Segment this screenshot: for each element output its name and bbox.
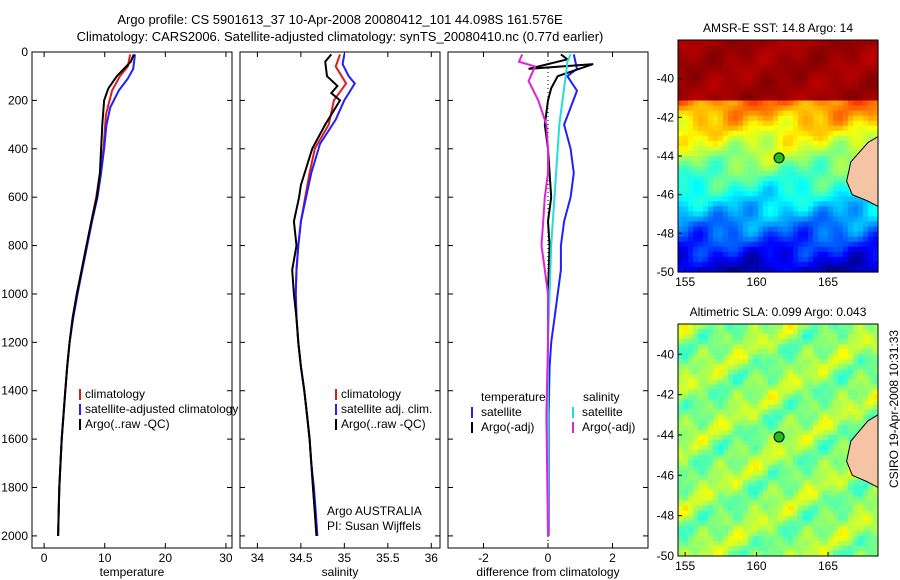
- temperature-plot-frame: [31, 51, 233, 549]
- page-subtitle: Climatology: CARS2006. Satellite-adjuste…: [76, 29, 604, 44]
- salinity-series-argo-raw-qc-: [291, 53, 342, 536]
- temperature-ytick-label: 200: [8, 93, 28, 107]
- temperature-ytick-label: 1200: [1, 335, 28, 349]
- diff-legend-header-temperature: temperature: [481, 390, 546, 404]
- temperature-legend-label: Argo(..raw -QC): [85, 417, 170, 431]
- temperature-ytick-label: 1000: [1, 287, 28, 301]
- temperature-xtick-label: 20: [159, 551, 173, 565]
- sla-map-argo-marker: [773, 431, 785, 443]
- diff-legend-label: Argo(-adj): [582, 420, 635, 434]
- temperature-ytick-label: 0: [21, 45, 28, 59]
- sla-map-ytick-label: -46: [657, 468, 675, 482]
- sla-map-land: [846, 413, 879, 489]
- temperature-xtick-label: 30: [219, 551, 233, 565]
- salinity-xtick-label: 36: [425, 551, 439, 565]
- temperature-ytick-label: 1400: [1, 384, 28, 398]
- sst-map-ytick-label: -48: [657, 226, 675, 240]
- sst-map-xtick-label: 160: [747, 275, 767, 289]
- difference-series-temperature-satellite: [547, 54, 579, 536]
- sla-map-xtick-label: 165: [818, 559, 838, 573]
- temperature-xlabel: temperature: [100, 565, 165, 579]
- salinity-legend-label: climatology: [341, 387, 401, 401]
- sst-map-ytick-label: -46: [657, 188, 675, 202]
- temperature-ytick-label: 400: [8, 142, 28, 156]
- temperature-xtick-label: 10: [98, 551, 112, 565]
- sla-map-xtick-label: 155: [675, 559, 695, 573]
- page-title: Argo profile: CS 5901613_37 10-Apr-2008 …: [117, 12, 563, 27]
- argo-label: Argo AUSTRALIA: [327, 504, 422, 518]
- sst-map-argo-marker: [773, 152, 785, 164]
- salinity-legend-label: satellite adj. clim.: [341, 402, 432, 416]
- temperature-ytick-label: 800: [8, 239, 28, 253]
- pi-label: PI: Susan Wijffels: [327, 519, 421, 533]
- sst-map-xtick-label: 155: [675, 275, 695, 289]
- sla-map-ytick-label: -40: [657, 347, 675, 361]
- credit-label: CSIRO 19-Apr-2008 10:31:33: [887, 329, 900, 488]
- sla-map-ytick-label: -48: [657, 509, 675, 523]
- difference-series-salinity-argo-adj-: [517, 53, 549, 536]
- sla-map-xtick-label: 160: [747, 559, 767, 573]
- temperature-legend-label: satellite-adjusted climatology: [85, 402, 238, 416]
- sla-map-ytick-label: -44: [657, 428, 675, 442]
- temperature-ytick-label: 600: [8, 190, 28, 204]
- temperature-series-argo-raw-qc-: [57, 54, 135, 536]
- temperature-ytick-label: 2000: [1, 529, 28, 543]
- sst-map-land: [846, 135, 879, 208]
- sst-map-ytick-label: -50: [657, 265, 675, 279]
- temperature-ytick-label: 1800: [1, 481, 28, 495]
- temperature-ytick-label: 1600: [1, 432, 28, 446]
- sla-map-title: Altimetric SLA: 0.099 Argo: 0.043: [690, 305, 867, 319]
- diff-legend-header-salinity: salinity: [583, 390, 620, 404]
- sla-map-frame: [677, 323, 879, 557]
- sst-map-ytick-label: -40: [657, 72, 675, 86]
- diff-legend-label: satellite: [481, 405, 522, 419]
- sla-map-ytick-label: -42: [657, 388, 675, 402]
- difference-xtick-label: 0: [545, 551, 552, 565]
- salinity-xtick-label: 35: [338, 551, 352, 565]
- sla-map-ytick-label: -50: [657, 549, 675, 563]
- sst-map-title: AMSR-E SST: 14.8 Argo: 14: [703, 21, 853, 35]
- difference-xtick-label: -2: [478, 551, 489, 565]
- salinity-xtick-label: 34.5: [289, 551, 313, 565]
- sst-map-xtick-label: 165: [818, 275, 838, 289]
- temperature-xtick-label: 0: [41, 551, 48, 565]
- temperature-legend-label: climatology: [85, 387, 145, 401]
- diff-legend-label: Argo(-adj): [481, 420, 534, 434]
- difference-xtick-label: 2: [609, 551, 616, 565]
- difference-xlabel: difference from climatology: [476, 565, 619, 579]
- salinity-xlabel: salinity: [322, 565, 359, 579]
- salinity-plot-frame: [239, 51, 441, 549]
- sst-map-ytick-label: -44: [657, 149, 675, 163]
- salinity-legend-label: Argo(..raw -QC): [341, 417, 426, 431]
- salinity-xtick-label: 35.5: [376, 551, 400, 565]
- diff-legend-label: satellite: [582, 405, 623, 419]
- salinity-xtick-label: 34: [251, 551, 265, 565]
- sst-map-ytick-label: -42: [657, 110, 675, 124]
